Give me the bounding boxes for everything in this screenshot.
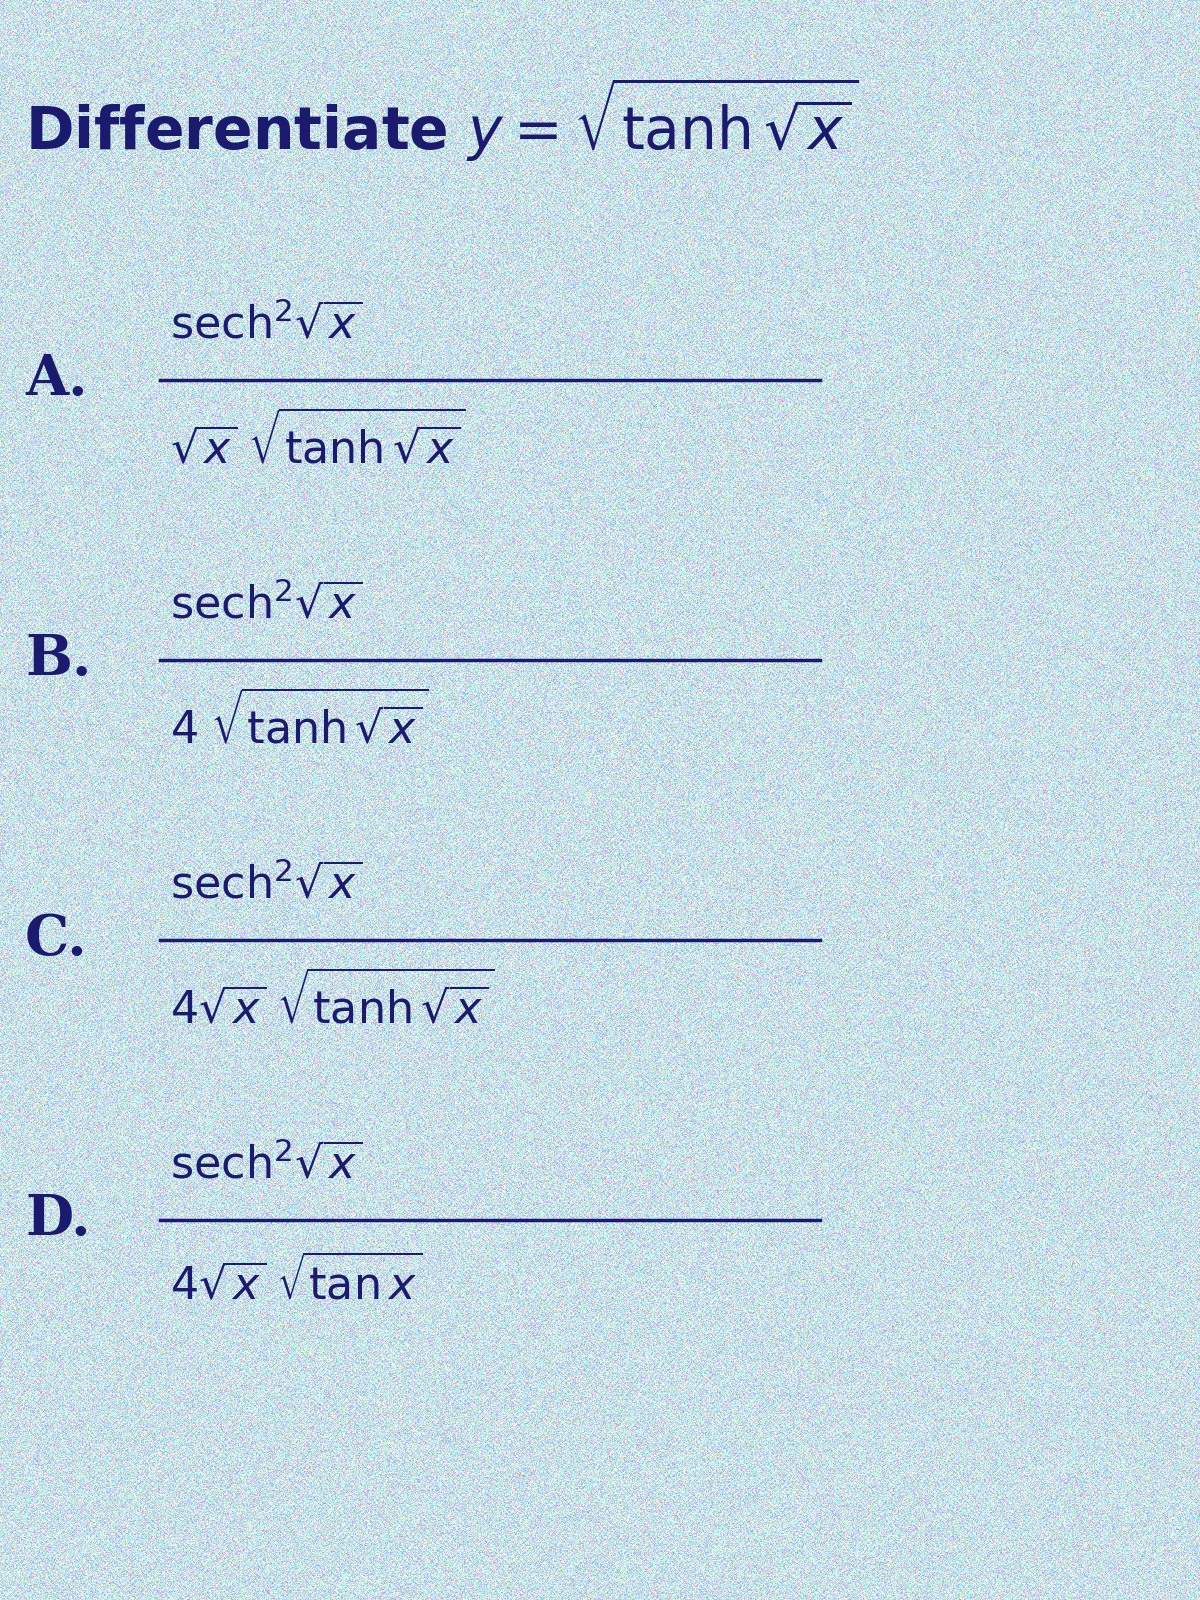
- Text: $\mathrm{sech}^2\sqrt{x}$: $\mathrm{sech}^2\sqrt{x}$: [170, 582, 362, 627]
- Text: $\mathrm{sech}^2\sqrt{x}$: $\mathrm{sech}^2\sqrt{x}$: [170, 1142, 362, 1187]
- Text: $\bf{Differentiate}$$\ y = \sqrt{\tanh\sqrt{x}}$: $\bf{Differentiate}$$\ y = \sqrt{\tanh\s…: [25, 75, 859, 165]
- Text: A.: A.: [25, 352, 88, 408]
- Text: C.: C.: [25, 912, 88, 968]
- Text: $4\sqrt{x}\;\sqrt{\tanh\sqrt{x}}$: $4\sqrt{x}\;\sqrt{\tanh\sqrt{x}}$: [170, 971, 494, 1032]
- Text: B.: B.: [25, 632, 91, 688]
- Text: D.: D.: [25, 1192, 90, 1248]
- Text: $4\;\sqrt{\tanh\sqrt{x}}$: $4\;\sqrt{\tanh\sqrt{x}}$: [170, 691, 428, 752]
- Text: $4\sqrt{x}\;\sqrt{\tan x}$: $4\sqrt{x}\;\sqrt{\tan x}$: [170, 1256, 422, 1309]
- Text: $\sqrt{x}\;\sqrt{\tanh\sqrt{x}}$: $\sqrt{x}\;\sqrt{\tanh\sqrt{x}}$: [170, 411, 466, 472]
- Text: $\mathrm{sech}^2\sqrt{x}$: $\mathrm{sech}^2\sqrt{x}$: [170, 302, 362, 347]
- Text: $\mathrm{sech}^2\sqrt{x}$: $\mathrm{sech}^2\sqrt{x}$: [170, 862, 362, 907]
